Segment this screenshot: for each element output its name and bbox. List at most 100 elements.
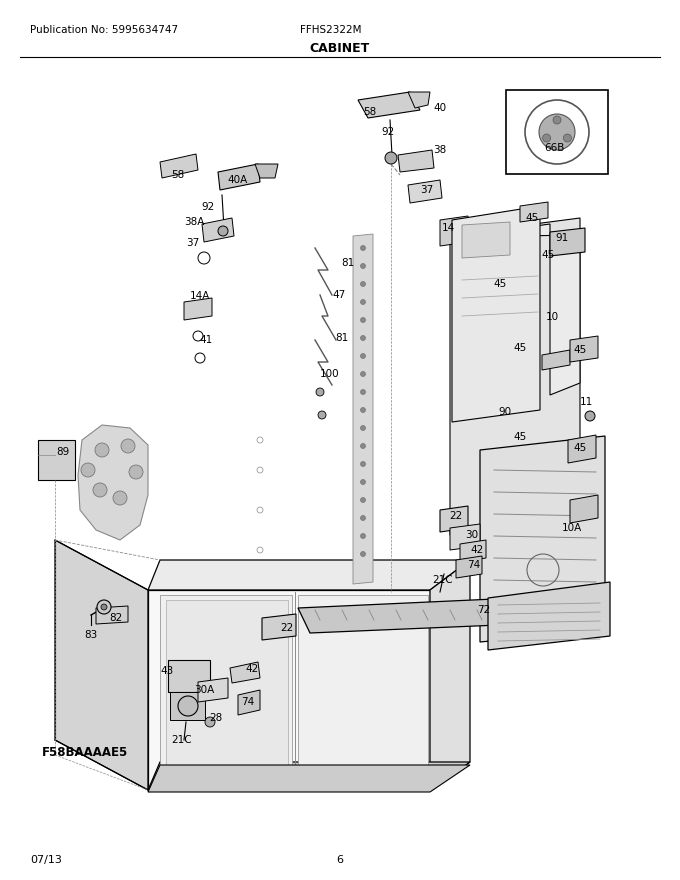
Text: 89: 89 bbox=[56, 447, 69, 457]
Text: 45: 45 bbox=[526, 213, 539, 223]
Polygon shape bbox=[148, 762, 470, 790]
Polygon shape bbox=[456, 556, 482, 578]
Text: 14: 14 bbox=[441, 223, 455, 233]
Polygon shape bbox=[255, 164, 278, 178]
Polygon shape bbox=[218, 164, 260, 190]
Text: 81: 81 bbox=[335, 333, 349, 343]
Text: 38A: 38A bbox=[184, 217, 204, 227]
Text: 74: 74 bbox=[467, 560, 481, 570]
Circle shape bbox=[360, 407, 366, 413]
Circle shape bbox=[129, 465, 143, 479]
Text: 92: 92 bbox=[201, 202, 215, 212]
Circle shape bbox=[360, 282, 366, 287]
Text: 10A: 10A bbox=[562, 523, 582, 533]
Circle shape bbox=[93, 483, 107, 497]
Polygon shape bbox=[542, 350, 570, 370]
Polygon shape bbox=[202, 218, 234, 242]
Circle shape bbox=[101, 604, 107, 610]
Text: 11: 11 bbox=[579, 397, 593, 407]
Polygon shape bbox=[506, 90, 608, 174]
Text: 74: 74 bbox=[241, 697, 254, 707]
Polygon shape bbox=[488, 582, 610, 650]
Text: 45: 45 bbox=[513, 343, 526, 353]
Circle shape bbox=[360, 335, 366, 341]
Circle shape bbox=[360, 299, 366, 304]
Text: 42: 42 bbox=[245, 664, 258, 674]
Text: 07/13: 07/13 bbox=[30, 855, 62, 865]
Circle shape bbox=[543, 134, 551, 142]
Polygon shape bbox=[168, 660, 210, 692]
Polygon shape bbox=[440, 506, 468, 532]
Polygon shape bbox=[298, 595, 428, 787]
Polygon shape bbox=[570, 336, 598, 362]
Circle shape bbox=[205, 717, 215, 727]
Polygon shape bbox=[78, 425, 148, 540]
Text: 30: 30 bbox=[465, 530, 479, 540]
Polygon shape bbox=[452, 206, 540, 422]
Circle shape bbox=[95, 443, 109, 457]
Text: 72: 72 bbox=[477, 605, 491, 615]
Text: 45: 45 bbox=[573, 443, 587, 453]
Polygon shape bbox=[450, 524, 480, 550]
Polygon shape bbox=[398, 150, 434, 172]
Circle shape bbox=[539, 114, 575, 150]
Circle shape bbox=[360, 390, 366, 394]
Circle shape bbox=[97, 600, 111, 614]
Polygon shape bbox=[455, 224, 580, 395]
Text: 58: 58 bbox=[363, 107, 377, 117]
Circle shape bbox=[178, 696, 198, 716]
Text: 28: 28 bbox=[209, 713, 222, 723]
Text: 66B: 66B bbox=[544, 143, 564, 153]
Polygon shape bbox=[450, 218, 580, 535]
Circle shape bbox=[360, 497, 366, 502]
Polygon shape bbox=[430, 560, 470, 790]
Circle shape bbox=[360, 263, 366, 268]
Text: FFHS2322M: FFHS2322M bbox=[300, 25, 362, 35]
Circle shape bbox=[360, 444, 366, 449]
Text: 43: 43 bbox=[160, 666, 173, 676]
Polygon shape bbox=[408, 180, 442, 203]
Circle shape bbox=[360, 246, 366, 251]
Text: 41: 41 bbox=[199, 335, 213, 345]
Circle shape bbox=[113, 491, 127, 505]
Polygon shape bbox=[160, 154, 198, 178]
Polygon shape bbox=[238, 690, 260, 715]
Circle shape bbox=[360, 318, 366, 322]
Text: 10: 10 bbox=[545, 312, 558, 322]
Polygon shape bbox=[353, 234, 373, 584]
Polygon shape bbox=[440, 216, 468, 246]
Text: 81: 81 bbox=[341, 258, 355, 268]
Circle shape bbox=[360, 354, 366, 358]
Polygon shape bbox=[148, 765, 470, 792]
Polygon shape bbox=[170, 692, 205, 720]
Text: 45: 45 bbox=[494, 279, 507, 289]
Polygon shape bbox=[96, 606, 128, 624]
Polygon shape bbox=[408, 92, 430, 108]
Polygon shape bbox=[184, 298, 212, 320]
Polygon shape bbox=[55, 540, 148, 790]
Text: 92: 92 bbox=[381, 127, 394, 137]
Polygon shape bbox=[148, 590, 430, 790]
Circle shape bbox=[553, 116, 561, 124]
Polygon shape bbox=[462, 222, 510, 258]
Circle shape bbox=[121, 439, 135, 453]
Text: 14A: 14A bbox=[190, 291, 210, 301]
Text: 45: 45 bbox=[573, 345, 587, 355]
Circle shape bbox=[564, 134, 571, 142]
Text: 82: 82 bbox=[109, 613, 122, 623]
Text: 22: 22 bbox=[449, 511, 462, 521]
Text: 37: 37 bbox=[186, 238, 200, 248]
Polygon shape bbox=[38, 440, 75, 480]
Text: 45: 45 bbox=[541, 250, 555, 260]
Text: 30A: 30A bbox=[194, 685, 214, 695]
Polygon shape bbox=[148, 560, 470, 590]
Circle shape bbox=[316, 388, 324, 396]
Circle shape bbox=[318, 411, 326, 419]
Circle shape bbox=[360, 426, 366, 430]
Text: 91: 91 bbox=[556, 233, 568, 243]
Polygon shape bbox=[262, 614, 296, 640]
Polygon shape bbox=[160, 595, 292, 787]
Text: 47: 47 bbox=[333, 290, 345, 300]
Text: 22: 22 bbox=[280, 623, 294, 633]
Text: Publication No: 5995634747: Publication No: 5995634747 bbox=[30, 25, 178, 35]
